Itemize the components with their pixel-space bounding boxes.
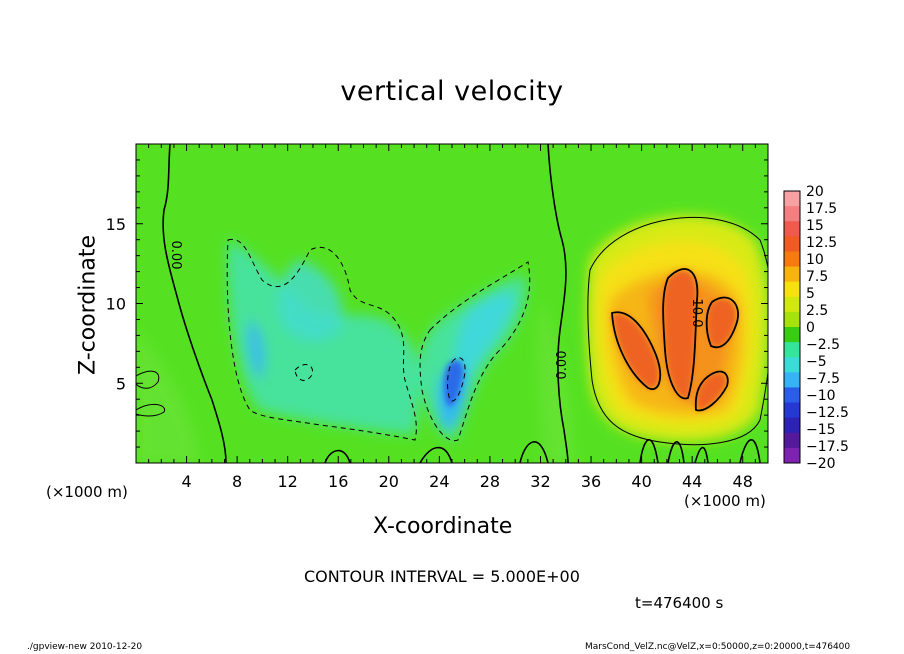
- colorbar-label: −5: [806, 354, 827, 370]
- footer-right: MarsCond_VelZ.nc@VelZ,x=0:50000,z=0:2000…: [585, 642, 851, 652]
- colorbar-label: −15: [806, 422, 836, 438]
- negative-contours: [226, 238, 531, 442]
- colorbar-frame: [783, 190, 801, 464]
- colorbar-label: 2.5: [806, 303, 828, 319]
- x-axis: 4 8 12 16 20 24 28 32 36 40 44 48: [148, 144, 756, 491]
- y-tick-label: 15: [106, 215, 126, 234]
- colorbar-swatch: [784, 357, 800, 373]
- colorbar-label: 17.5: [806, 201, 837, 217]
- y-axis: 5 10 15: [106, 159, 768, 448]
- contour-label-layer: 0.00 0.00 10.0: [168, 241, 704, 380]
- x-unit-label-left: (×1000 m): [46, 483, 128, 501]
- x-tick-label: 32: [530, 472, 550, 491]
- x-tick-label: 4: [181, 472, 191, 491]
- colorbar-label: 7.5: [806, 269, 828, 285]
- colorbar-swatch: [784, 372, 800, 388]
- y-tick-label: 5: [116, 374, 126, 393]
- ten-contours: [611, 268, 739, 412]
- x-tick-label: 8: [232, 472, 242, 491]
- colorbar-swatch: [784, 327, 800, 343]
- x-tick-label: 40: [631, 472, 651, 491]
- colorbar-swatch: [784, 221, 800, 237]
- x-tick-label: 48: [733, 472, 753, 491]
- five-contours: [136, 216, 768, 446]
- colorbar-swatch: [784, 447, 800, 464]
- colorbar-label: 5: [806, 286, 815, 302]
- colorbar-label: −2.5: [806, 337, 840, 353]
- x-axis-label: X-coordinate: [373, 514, 513, 539]
- colorbar-label: −10: [806, 388, 836, 404]
- contour-label: 10.0: [689, 299, 704, 328]
- colorbar-swatch: [784, 281, 800, 298]
- colorbar-swatch: [784, 251, 800, 268]
- x-tick-label: 44: [682, 472, 702, 491]
- x-tick-label: 28: [480, 472, 500, 491]
- colorbar-swatch: [784, 206, 800, 222]
- colorbar-swatch: [784, 296, 800, 313]
- colorbar-swatch: [784, 236, 800, 252]
- heatmap-field: 0.00 0.00 10.0: [136, 144, 768, 463]
- colorbar-label: 15: [806, 218, 824, 234]
- colorbar-legend: 2017.51512.5107.552.50−2.5−5−7.5−10−12.5…: [783, 184, 849, 472]
- x-tick-label: 36: [581, 472, 601, 491]
- x-tick-label: 12: [278, 472, 298, 491]
- x-tick-label: 16: [328, 472, 348, 491]
- y-axis-label: Z-coordinate: [75, 235, 101, 375]
- colorbar-label: −20: [806, 456, 836, 472]
- footer-left: ./gpview-new 2010-12-20: [27, 642, 143, 652]
- zero-contours: [162, 144, 761, 463]
- colorbar-label: 12.5: [806, 235, 837, 251]
- contour-interval-note: CONTOUR INTERVAL = 5.000E+00: [304, 567, 580, 586]
- x-tick-label: 24: [429, 472, 449, 491]
- contour-label: 0.00: [168, 241, 183, 270]
- colorbar-swatch: [784, 311, 800, 328]
- colorbar-swatch: [784, 266, 800, 283]
- colorbar-label: −12.5: [806, 405, 849, 421]
- chart-title: vertical velocity: [340, 76, 564, 107]
- colorbar-label: 20: [806, 184, 824, 200]
- colorbar-swatch: [784, 191, 800, 207]
- colorbar-label: −17.5: [806, 439, 849, 455]
- colorbar-label: −7.5: [806, 371, 840, 387]
- contour-label: 0.00: [555, 351, 570, 380]
- colorbar-swatch: [784, 432, 800, 449]
- colorbar-swatch: [784, 402, 800, 419]
- colorbar-swatch: [784, 387, 800, 404]
- colorbar-swatch: [784, 417, 800, 434]
- x-tick-label: 20: [379, 472, 399, 491]
- colorbar-label: 10: [806, 252, 824, 268]
- colorbar-swatch: [784, 342, 800, 358]
- y-tick-label: 10: [106, 295, 126, 314]
- time-stamp: t=476400 s: [635, 594, 724, 612]
- colorbar-label: 0: [806, 320, 815, 336]
- x-unit-label-right: (×1000 m): [684, 492, 766, 510]
